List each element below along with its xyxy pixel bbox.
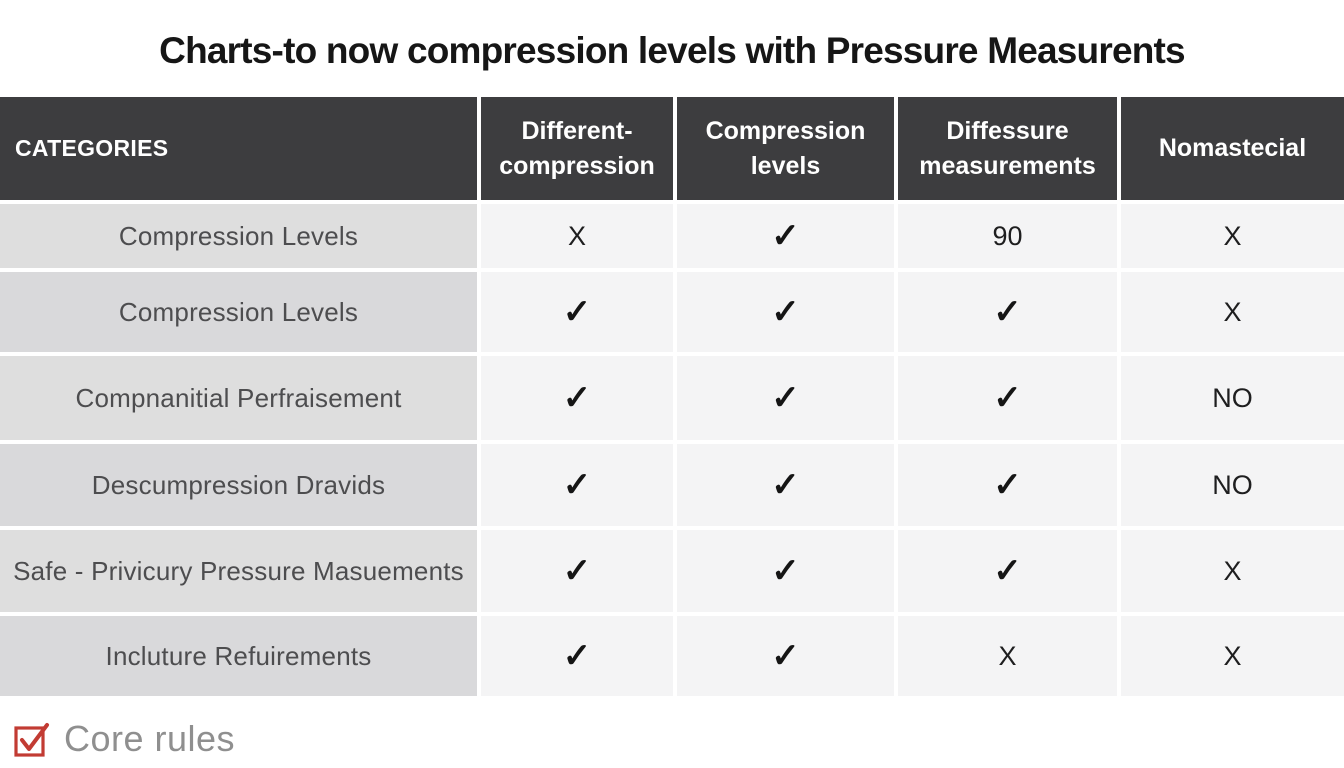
core-rules-legend: Core rules — [12, 718, 1344, 760]
table-row: Compression Levels ✓ ✓ ✓ X — [0, 272, 1344, 352]
header-nomastecial: Nomastecial — [1121, 97, 1344, 200]
table-cell: ✓ — [677, 204, 894, 268]
row-label: Safe - Privicury Pressure Masuements — [0, 530, 477, 612]
table-cell: ✓ — [481, 356, 673, 440]
table-header-row: CATEGORIES Different-compression Compres… — [0, 97, 1344, 200]
page-title: Charts-to now compression levels with Pr… — [159, 29, 1185, 71]
red-checked-checkbox-icon — [14, 723, 49, 757]
row-label: Compression Levels — [0, 204, 477, 268]
table-cell: ✓ — [677, 530, 894, 612]
table-cell: ✓ — [677, 272, 894, 352]
table-cell: NO — [1121, 444, 1344, 526]
table-cell: ✓ — [481, 272, 673, 352]
table-cell: ✓ — [481, 444, 673, 526]
comparison-table: CATEGORIES Different-compression Compres… — [0, 97, 1344, 696]
table-cell: ✓ — [898, 530, 1117, 612]
table-cell: X — [1121, 272, 1344, 352]
row-label: Compression Levels — [0, 272, 477, 352]
row-label: Incluture Refuirements — [0, 616, 477, 696]
table-row: Descumpression Dravids ✓ ✓ ✓ NO — [0, 444, 1344, 526]
table-row: Incluture Refuirements ✓ ✓ X X — [0, 616, 1344, 696]
table-cell: X — [898, 616, 1117, 696]
header-different-compression: Different-compression — [481, 97, 673, 200]
table-cell: NO — [1121, 356, 1344, 440]
table-row: Compression Levels X ✓ 90 X — [0, 204, 1344, 268]
table-cell: X — [1121, 530, 1344, 612]
title-bar: Charts-to now compression levels with Pr… — [0, 0, 1344, 97]
legend-label: Core rules — [64, 718, 236, 759]
table-cell: ✓ — [677, 616, 894, 696]
table-cell: X — [481, 204, 673, 268]
table-cell: ✓ — [677, 444, 894, 526]
table-cell: X — [1121, 616, 1344, 696]
table-cell: X — [1121, 204, 1344, 268]
table-cell: ✓ — [898, 272, 1117, 352]
table-cell: ✓ — [677, 356, 894, 440]
table-cell: ✓ — [481, 616, 673, 696]
table-row: Safe - Privicury Pressure Masuements ✓ ✓… — [0, 530, 1344, 612]
table-row: Compnanitial Perfraisement ✓ ✓ ✓ NO — [0, 356, 1344, 440]
table-cell: ✓ — [898, 356, 1117, 440]
row-label: Descumpression Dravids — [0, 444, 477, 526]
table-cell: ✓ — [481, 530, 673, 612]
table-cell: ✓ — [898, 444, 1117, 526]
header-diffessure-measurements: Diffessure measurements — [898, 97, 1117, 200]
row-label: Compnanitial Perfraisement — [0, 356, 477, 440]
header-categories: CATEGORIES — [0, 97, 477, 200]
table-cell: 90 — [898, 204, 1117, 268]
header-compression-levels: Compression levels — [677, 97, 894, 200]
